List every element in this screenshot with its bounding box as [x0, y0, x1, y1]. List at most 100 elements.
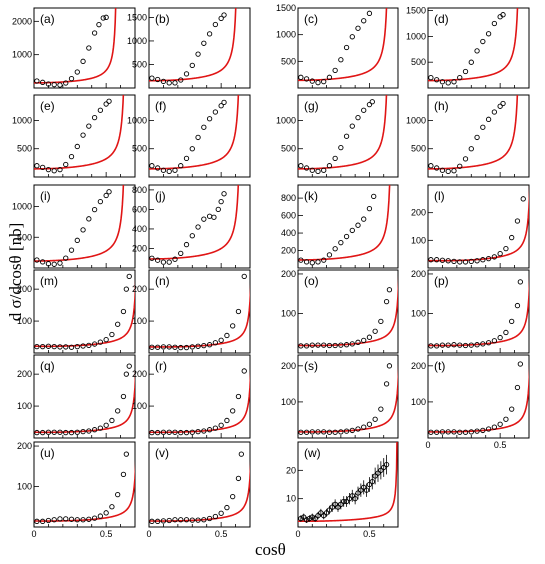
- data-point: [40, 79, 46, 85]
- data-point: [497, 103, 503, 109]
- data-point: [115, 408, 121, 414]
- data-point: [480, 257, 486, 263]
- data-point: [195, 134, 201, 141]
- data-point: [34, 163, 40, 169]
- y-tick-label: 200: [17, 441, 32, 451]
- data-point: [509, 406, 515, 412]
- data-point: [149, 429, 155, 436]
- data-point: [457, 259, 463, 265]
- data-point: [321, 167, 327, 173]
- data-point: [172, 80, 178, 86]
- panel-label: (p): [434, 274, 449, 288]
- panel-label: (v): [155, 446, 169, 460]
- data-point: [57, 166, 63, 173]
- data-point: [63, 344, 69, 350]
- data-point: [451, 168, 457, 174]
- data-point: [74, 69, 80, 75]
- data-point: [349, 34, 355, 40]
- data-point: [371, 193, 377, 200]
- data-point: [109, 331, 115, 338]
- data-point: [80, 132, 86, 138]
- data-point: [51, 343, 57, 350]
- data-point: [68, 76, 75, 82]
- data-point: [386, 363, 393, 369]
- panel-frame: [427, 94, 530, 178]
- y-tick-label: 200: [411, 208, 426, 218]
- data-point: [462, 259, 469, 265]
- y-tick-label: 200: [17, 284, 32, 294]
- y-tick-label: 100: [132, 316, 147, 326]
- data-point: [366, 481, 373, 488]
- panel-l: 100 200 (l): [411, 184, 530, 269]
- data-point: [97, 425, 104, 431]
- data-point: [309, 260, 315, 266]
- data-point: [457, 429, 463, 435]
- data-point: [68, 153, 75, 160]
- data-point: [474, 428, 480, 434]
- data-point: [321, 513, 327, 519]
- data-point: [40, 429, 46, 436]
- data-point: [485, 31, 492, 37]
- panel-frame: [297, 269, 399, 354]
- data-point: [309, 514, 315, 520]
- y-tick-label: 200: [17, 369, 32, 379]
- panel-frame: [427, 354, 530, 439]
- data-point: [63, 161, 69, 168]
- y-tick-label: 1000: [276, 115, 296, 125]
- data-point: [329, 504, 335, 510]
- data-point: [366, 334, 373, 340]
- panel-frame: [297, 441, 399, 528]
- data-point: [326, 429, 333, 435]
- y-tick-label: 1000: [127, 36, 147, 46]
- data-point: [361, 337, 367, 344]
- data-point: [451, 79, 457, 85]
- data-point: [206, 515, 213, 522]
- panel-i: 500 1000 (i): [12, 184, 136, 269]
- data-point: [451, 258, 457, 265]
- data-point: [514, 384, 521, 391]
- panel-c: 500 1000 1500 (c): [276, 3, 399, 89]
- data-point: [338, 57, 344, 63]
- panel-label: (i): [40, 189, 51, 203]
- panel-frame: [148, 269, 251, 354]
- x-tick-label: 0.5: [494, 440, 507, 450]
- panel-b: 500 1000 1500 (b): [127, 7, 251, 89]
- data-point: [378, 318, 384, 325]
- y-tick-label: 1000: [406, 115, 426, 125]
- data-point: [57, 516, 63, 522]
- data-point: [457, 163, 463, 169]
- data-point: [103, 510, 109, 516]
- data-point: [298, 163, 304, 169]
- panel-label: (b): [155, 12, 170, 26]
- data-point: [63, 429, 69, 436]
- y-tick-label: 1000: [127, 115, 147, 125]
- data-point: [63, 516, 69, 522]
- panel-frame: [33, 269, 136, 354]
- data-point: [80, 227, 86, 233]
- y-tick-label: 10: [286, 494, 296, 504]
- data-point: [321, 429, 327, 435]
- data-point: [428, 257, 434, 263]
- y-tick-label: 100: [281, 397, 296, 407]
- data-point: [91, 341, 98, 347]
- data-point: [63, 255, 69, 261]
- data-point: [86, 216, 92, 222]
- model-curve: [298, 185, 391, 261]
- data-point: [106, 98, 112, 104]
- data-point: [491, 20, 498, 27]
- data-point: [40, 259, 46, 265]
- data-point: [298, 343, 304, 349]
- panel-frame: [297, 184, 399, 269]
- y-tick-label: 100: [17, 482, 32, 492]
- panel-t: 100 200 0 0.5 (t): [411, 354, 530, 450]
- data-point: [45, 261, 52, 267]
- data-point: [155, 429, 161, 436]
- data-point: [80, 343, 86, 349]
- data-point: [57, 344, 63, 350]
- data-point: [230, 493, 236, 500]
- panel-j: 200 400 600 800 (j): [132, 184, 251, 269]
- data-point: [218, 510, 224, 516]
- data-point: [106, 189, 112, 195]
- panel-w: 10 20 0 0.5 (w): [286, 441, 399, 539]
- data-point: [183, 71, 190, 77]
